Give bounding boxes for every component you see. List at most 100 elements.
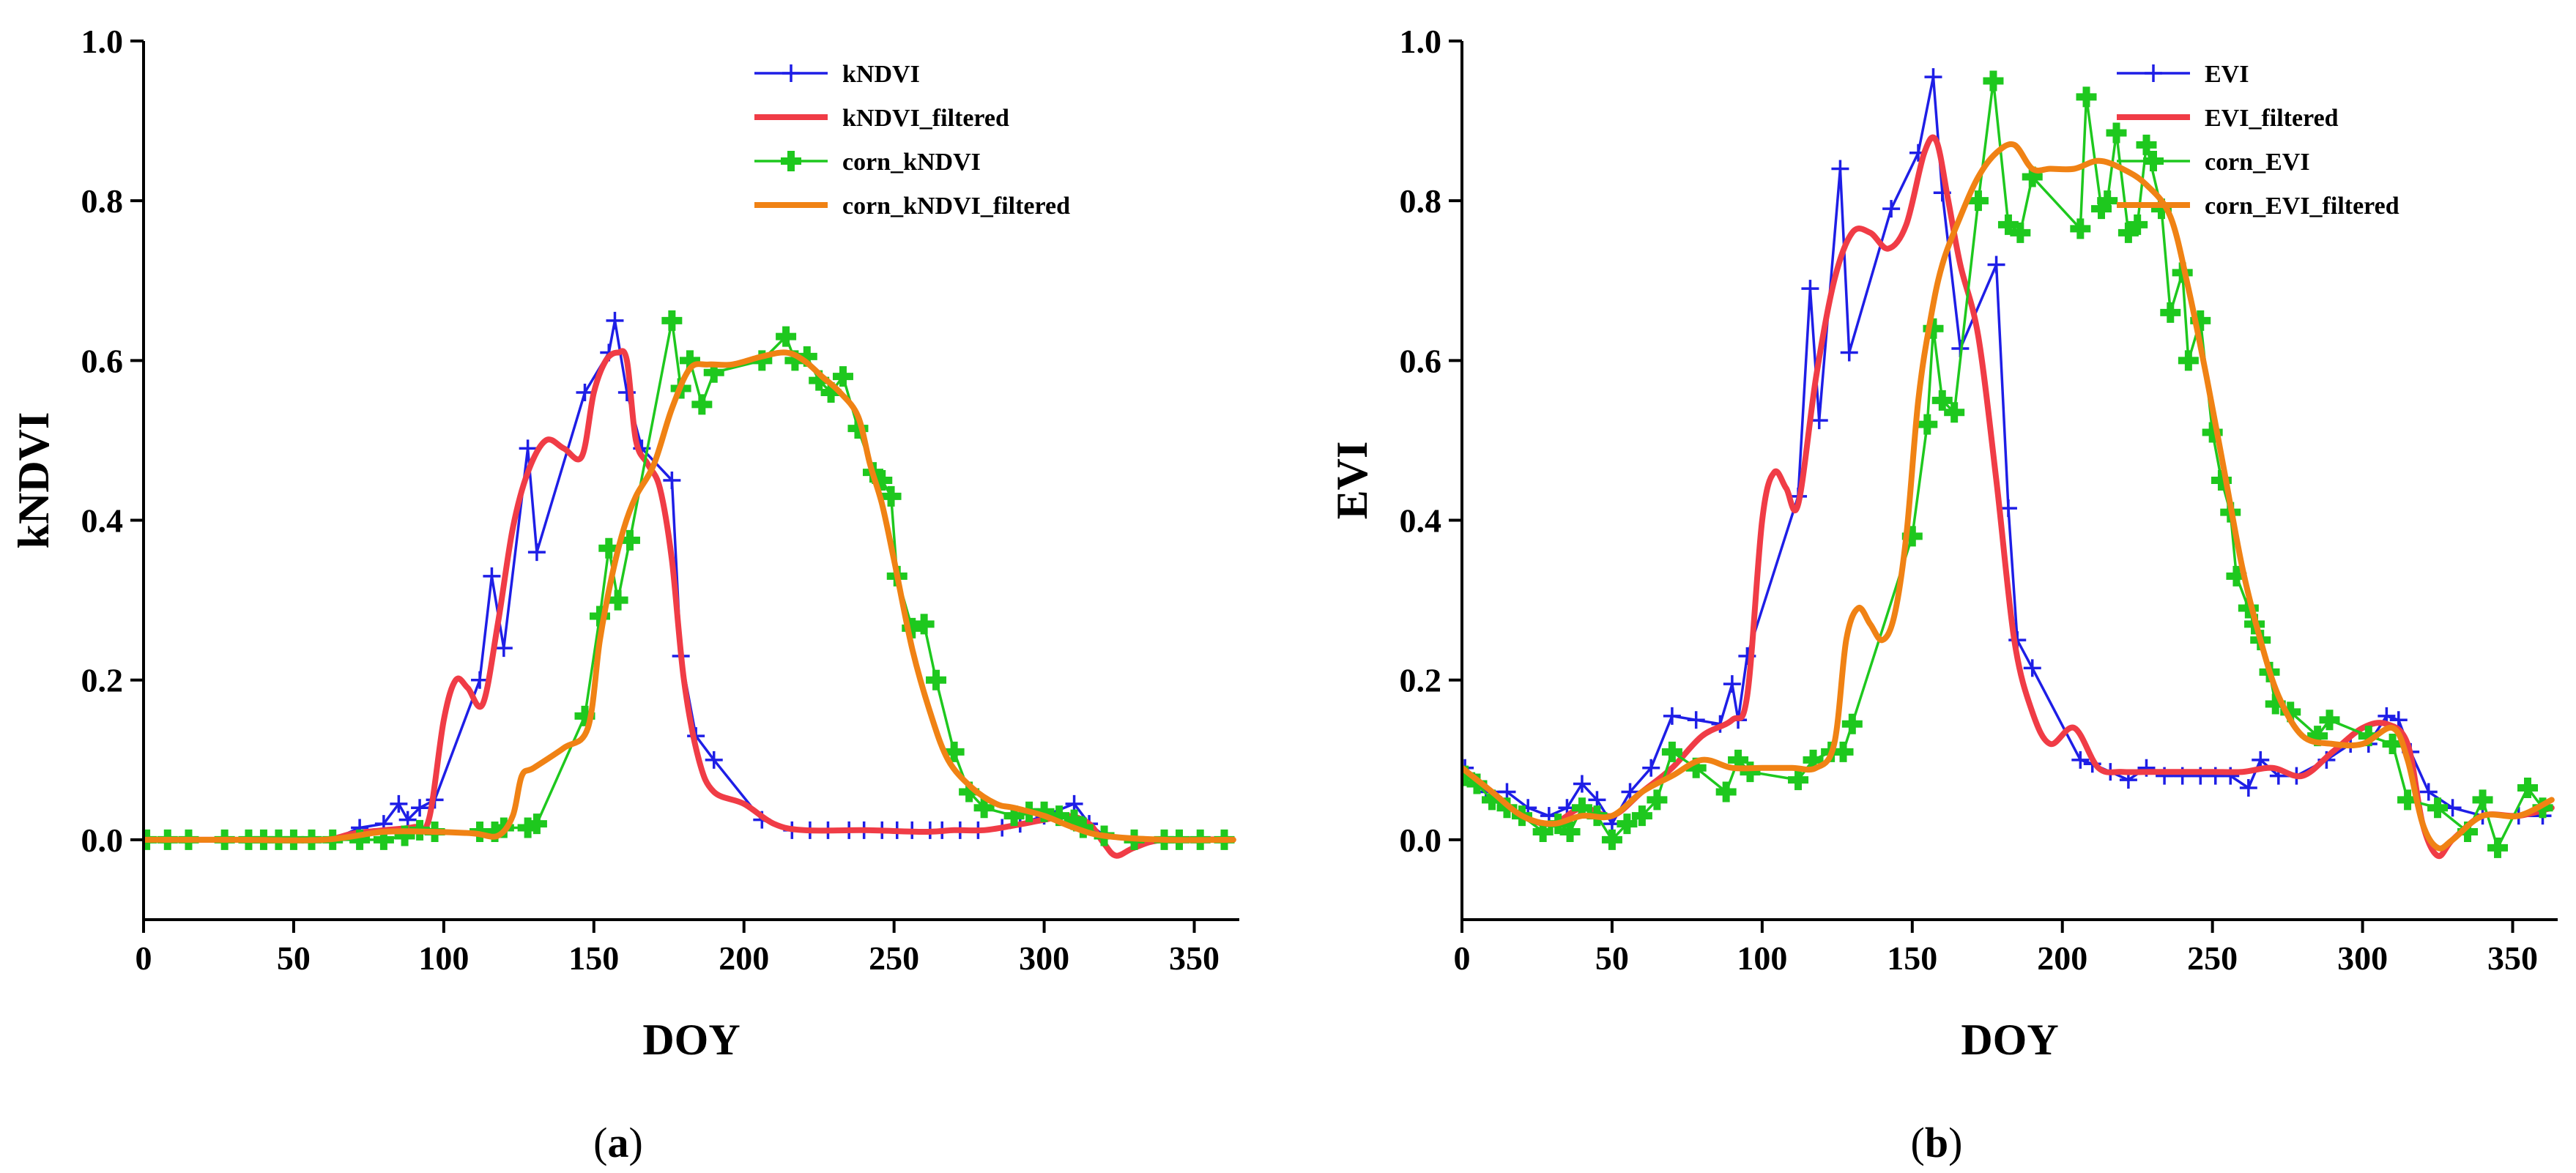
point-kNDVI-23 [606, 311, 624, 329]
point-corn_EVI-57 [2307, 726, 2328, 747]
point-corn_EVI-43 [2160, 302, 2181, 323]
point-corn_kNDVI-29 [703, 362, 724, 383]
point-corn_kNDVI-25 [661, 310, 683, 331]
point-corn_EVI-2 [1481, 789, 1502, 811]
point-corn_EVI-24 [1901, 526, 1923, 547]
x-tick-label: 150 [1887, 939, 1937, 977]
point-corn_EVI-61 [2397, 789, 2419, 811]
point-corn_EVI-66 [2517, 778, 2539, 798]
legend-item-EVI: EVI [2117, 61, 2249, 88]
point-corn_EVI-65 [2487, 837, 2509, 858]
point-kNDVI-20 [527, 543, 546, 562]
point-corn_kNDVI-50 [1033, 801, 1055, 822]
point-corn_kNDVI-33 [796, 346, 817, 367]
point-corn_kNDVI-18 [517, 817, 538, 838]
point-corn_EVI-60 [2382, 734, 2403, 754]
legend-item-corn_EVI: corn_EVI [2117, 149, 2310, 176]
series-corn_kNDVI_filtered [144, 349, 1236, 844]
point-kNDVI-17 [483, 567, 501, 585]
point-EVI-21 [1840, 343, 1858, 362]
y-tick-label: 0.4 [1400, 502, 1442, 540]
point-corn_EVI-11 [1617, 813, 1638, 835]
y-tick-label: 1.0 [1400, 23, 1442, 60]
point-corn_kNDVI-20 [574, 705, 595, 726]
point-corn_EVI-1 [1466, 773, 1488, 794]
legend-label-corn_kNDVI_filtered: corn_kNDVI_filtered [842, 193, 1070, 220]
legend-marker-corn_EVI [2143, 151, 2164, 171]
y-axis-title: kNDVI [10, 412, 58, 549]
legend-item-corn_kNDVI: corn_kNDVI [754, 149, 981, 176]
point-corn_kNDVI-11 [373, 829, 394, 850]
point-corn_EVI-14 [1661, 741, 1682, 762]
point-corn_kNDVI-51 [1049, 805, 1070, 827]
point-corn_EVI-32 [2010, 222, 2031, 243]
y-tick-label: 0.6 [1400, 342, 1442, 379]
point-corn_EVI-39 [2117, 222, 2139, 243]
point-corn_kNDVI-47 [973, 797, 995, 819]
point-corn_kNDVI-31 [776, 326, 797, 347]
x-tick-label: 200 [719, 939, 769, 977]
point-corn_EVI-38 [2106, 122, 2127, 144]
point-kNDVI-12 [390, 794, 408, 813]
point-corn_kNDVI-52 [1064, 809, 1085, 830]
point-corn_EVI-31 [1997, 214, 2019, 235]
point-corn_kNDVI-34 [809, 370, 830, 391]
point-corn_EVI-25 [1917, 414, 1938, 435]
legend-label-EVI: EVI [2205, 61, 2249, 88]
legend-label-kNDVI_filtered: kNDVI_filtered [842, 105, 1009, 132]
legend-item-EVI_filtered: EVI_filtered [2117, 105, 2339, 132]
series-corn_kNDVI [144, 310, 1235, 850]
point-kNDVI-14 [411, 799, 429, 817]
point-corn_EVI-33 [2022, 166, 2043, 187]
point-corn_EVI-7 [1559, 822, 1581, 842]
series-line-corn_kNDVI_filtered [144, 349, 1236, 844]
point-corn_EVI-50 [2226, 565, 2247, 586]
point-EVI-22 [1882, 200, 1901, 218]
point-corn_kNDVI-23 [607, 589, 628, 611]
point-corn_EVI-8 [1571, 797, 1592, 819]
series-line-kNDVI_filtered [144, 348, 1236, 859]
point-corn_kNDVI-45 [943, 741, 965, 762]
x-tick-label: 100 [418, 939, 469, 977]
legend-label-corn_EVI_filtered: corn_EVI_filtered [2205, 193, 2399, 220]
point-corn_kNDVI-19 [526, 813, 547, 835]
point-corn_EVI-34 [2070, 218, 2091, 239]
point-corn_kNDVI-22 [598, 537, 620, 559]
point-kNDVI-21 [576, 384, 594, 401]
series-kNDVI [144, 311, 1233, 849]
point-EVI-42 [2252, 751, 2270, 769]
point-corn_kNDVI-30 [751, 350, 773, 371]
point-corn_kNDVI-39 [872, 470, 893, 491]
point-corn_kNDVI-24 [619, 529, 640, 551]
point-corn_kNDVI-42 [902, 617, 923, 638]
point-corn_EVI-48 [2211, 470, 2232, 491]
point-corn_EVI-15 [1685, 757, 1707, 778]
series-line-EVI_filtered [1462, 134, 2555, 860]
point-corn_kNDVI-35 [820, 382, 842, 403]
y-axis-title: EVI [1328, 442, 1376, 520]
point-EVI-6 [1573, 775, 1591, 793]
point-corn_EVI-27 [1931, 390, 1953, 411]
y-tick-label: 0.4 [81, 502, 124, 540]
y-tick-label: 0.2 [81, 662, 124, 699]
point-corn_EVI-36 [2091, 198, 2112, 220]
legend-marker-EVI [2145, 64, 2162, 82]
point-corn_kNDVI-16 [484, 822, 505, 842]
y-tick-label: 0.0 [1400, 822, 1442, 859]
point-EVI-31 [2071, 751, 2090, 769]
point-corn_EVI-62 [2427, 797, 2449, 819]
point-corn_EVI-59 [2358, 726, 2379, 747]
point-corn_EVI-64 [2472, 789, 2493, 811]
x-tick-label: 300 [2337, 939, 2388, 977]
point-corn_EVI-23 [1841, 713, 1863, 734]
y-tick-label: 0.8 [1400, 182, 1442, 220]
series-kNDVI_filtered [144, 348, 1236, 859]
point-corn_EVI-12 [1631, 805, 1652, 827]
point-corn_EVI-46 [2190, 310, 2211, 331]
point-EVI-11 [1663, 707, 1681, 725]
point-corn_EVI-63 [2457, 822, 2479, 842]
point-EVI-27 [1987, 256, 2005, 274]
point-corn_kNDVI-27 [679, 350, 700, 371]
y-tick-label: 0.0 [81, 822, 124, 859]
x-tick-label: 0 [136, 939, 152, 977]
